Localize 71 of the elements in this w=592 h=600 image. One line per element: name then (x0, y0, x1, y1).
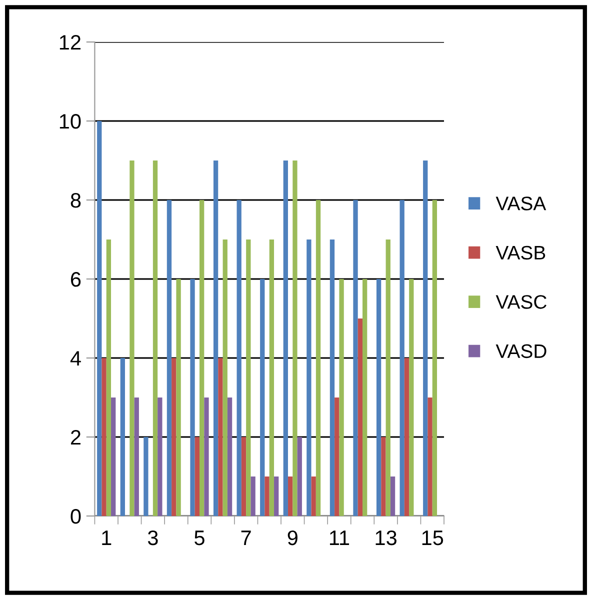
bar (292, 160, 298, 516)
y-tick-label: 10 (60, 114, 81, 129)
bar (97, 121, 102, 516)
bar (190, 279, 195, 516)
bar (102, 358, 106, 516)
bar (362, 279, 368, 516)
legend-label: VASC (496, 295, 546, 309)
bar (200, 200, 204, 516)
bar (246, 240, 251, 516)
bar (236, 200, 242, 516)
bar (176, 279, 181, 516)
bar (423, 160, 428, 516)
bar (404, 358, 410, 516)
bar (409, 279, 414, 516)
bar (250, 476, 256, 516)
bar (428, 398, 432, 516)
bar (376, 279, 382, 516)
bar (297, 437, 302, 516)
bar (172, 358, 176, 516)
y-tick-label: 12 (60, 35, 80, 50)
x-tick-label: 3 (148, 530, 158, 546)
bar (386, 240, 390, 516)
bar (144, 437, 148, 516)
bar (213, 160, 218, 516)
bar (264, 476, 270, 516)
bar (334, 398, 340, 516)
bar (330, 240, 335, 516)
bar (204, 398, 209, 516)
legend-label: VASB (496, 246, 546, 260)
y-tick-label: 2 (70, 430, 80, 445)
x-tick-label: 1 (102, 530, 112, 545)
x-tick-label: 7 (241, 530, 251, 545)
bar (130, 160, 134, 516)
bar (306, 240, 312, 516)
bar (222, 240, 228, 516)
bar (353, 200, 358, 516)
bar (241, 437, 246, 516)
bar (358, 318, 362, 516)
bar (400, 200, 404, 516)
bar (339, 279, 344, 516)
bar (316, 200, 321, 516)
legend-label: VASA (496, 196, 546, 210)
x-tick-label: 11 (330, 530, 350, 545)
legend-label: VASD (496, 344, 546, 358)
bar (311, 476, 316, 516)
bar (152, 160, 158, 516)
x-tick-label: 5 (194, 530, 204, 546)
bar (283, 160, 288, 516)
y-tick-label: 6 (71, 272, 81, 287)
x-tick-label: 15 (422, 530, 444, 546)
bar (274, 476, 279, 516)
bar (106, 240, 112, 516)
bar (381, 437, 386, 516)
y-tick-label: 0 (70, 509, 81, 524)
y-tick-label: 8 (70, 193, 81, 208)
bar (390, 476, 396, 516)
bar (227, 398, 232, 516)
bar (194, 437, 200, 516)
bar (120, 358, 125, 516)
bar (166, 200, 172, 516)
bar (218, 358, 223, 516)
x-tick-label: 13 (376, 530, 396, 546)
bar (269, 240, 274, 516)
bar (134, 398, 139, 516)
bar (288, 476, 293, 516)
bar (260, 279, 265, 516)
x-tick-label: 9 (288, 530, 298, 546)
y-tick-label: 4 (70, 351, 81, 366)
bar (432, 200, 438, 516)
bar (158, 398, 162, 516)
bar (111, 398, 116, 516)
